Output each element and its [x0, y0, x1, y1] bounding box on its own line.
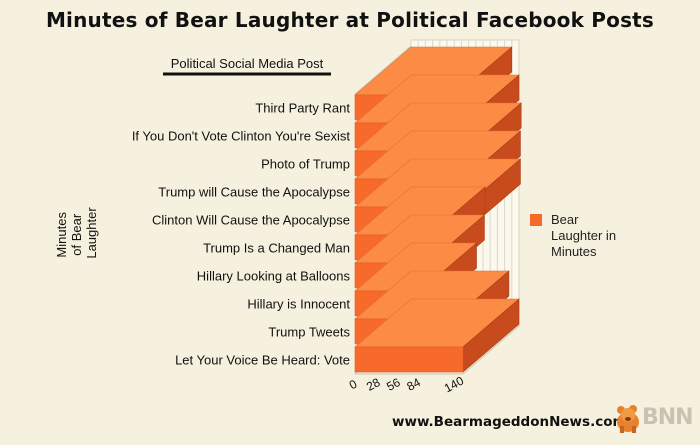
legend-label-line-2: Laughter in — [551, 228, 616, 243]
tick-label: 140 — [442, 373, 467, 395]
category-labels: Third Party Rant If You Don't Vote Clinto… — [132, 101, 351, 368]
category-label: Hillary Looking at Balloons — [197, 269, 351, 284]
category-label: Hillary is Innocent — [247, 297, 350, 312]
bars — [354, 46, 522, 373]
legend-label-line-1: Bear — [551, 212, 579, 227]
tick-label: 28 — [364, 375, 383, 394]
logo-text: BNN — [642, 405, 694, 430]
tick-label: 56 — [384, 375, 403, 394]
category-label: Clinton Will Cause the Apocalypse — [152, 213, 350, 228]
category-label: If You Don't Vote Clinton You're Sexist — [132, 129, 351, 144]
category-label: Trump Is a Changed Man — [203, 241, 350, 256]
value-axis-title-line-2: of Bear — [69, 213, 84, 256]
category-axis-title: Political Social Media Post — [171, 56, 324, 71]
category-label: Trump Tweets — [268, 325, 350, 340]
category-label: Let Your Voice Be Heard: Vote — [175, 353, 350, 368]
site-url[interactable]: www.BearmageddonNews.com — [392, 414, 627, 430]
bnn-logo: BNN — [612, 402, 696, 436]
category-label: Trump will Cause the Apocalypse — [158, 185, 350, 200]
value-axis-title-line-1: Minutes — [54, 212, 69, 258]
legend-label: Bear Laughter in Minutes — [551, 212, 620, 259]
value-axis-title-line-3: Laughter — [84, 207, 99, 259]
bar — [354, 298, 520, 373]
category-label: Third Party Rant — [255, 101, 350, 116]
tick-label: 84 — [404, 375, 423, 394]
tick-labels: 0 28 56 84 140 — [347, 373, 466, 395]
chart-title: Minutes of Bear Laughter at Political Fa… — [45, 8, 655, 32]
bar-front — [354, 346, 464, 373]
bear-icon — [617, 405, 639, 433]
legend: Bear Laughter in Minutes — [530, 212, 620, 259]
wall-edge — [354, 45, 412, 95]
legend-swatch — [530, 214, 542, 226]
tick-label: 0 — [347, 377, 360, 393]
value-axis-title: Minutes of Bear Laughter — [54, 207, 99, 259]
category-label: Photo of Trump — [261, 157, 350, 172]
legend-label-line-3: Minutes — [551, 244, 597, 259]
